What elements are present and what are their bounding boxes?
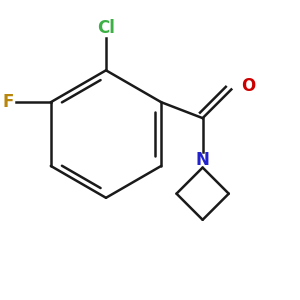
Text: F: F <box>3 93 14 111</box>
Text: O: O <box>241 77 255 95</box>
Text: N: N <box>196 151 210 169</box>
Text: Cl: Cl <box>97 19 115 37</box>
